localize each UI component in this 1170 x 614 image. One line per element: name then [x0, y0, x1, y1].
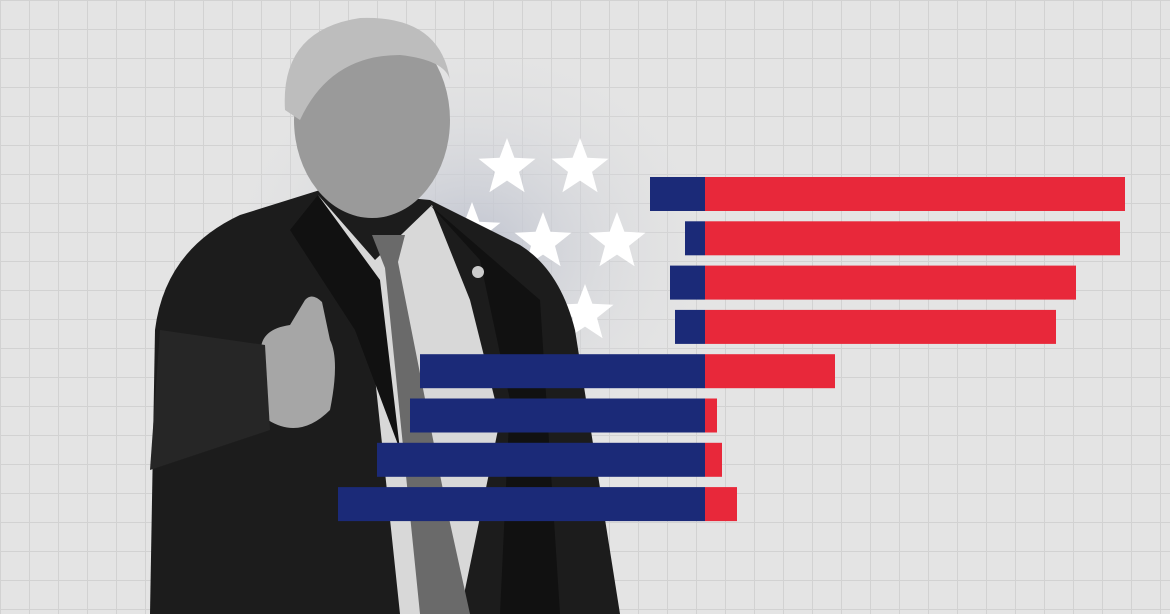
star-icon — [551, 138, 609, 193]
hand-thumbs-up — [260, 296, 335, 428]
hair — [284, 17, 450, 121]
bar-red-segment — [705, 265, 1076, 300]
bar-blue-segment — [338, 487, 705, 522]
lapel-pin — [472, 266, 484, 278]
bar-red-segment — [705, 398, 717, 433]
bar-red-segment — [705, 177, 1125, 211]
bar-red-segment — [705, 487, 737, 522]
lapel-left — [290, 195, 400, 450]
bar-blue-segment — [410, 398, 705, 433]
star-icon — [514, 212, 572, 267]
bar-blue-segment — [377, 442, 705, 477]
bar-red-segment — [705, 442, 722, 477]
bar-blue-segment — [670, 265, 705, 300]
star-icon — [556, 284, 614, 339]
bar-blue-segment — [675, 309, 705, 344]
bar-red-segment — [705, 221, 1120, 256]
bar-graphic — [338, 177, 1125, 522]
bar-blue-segment — [650, 177, 705, 211]
arm — [150, 330, 270, 470]
star-icon — [588, 212, 646, 267]
star-icon — [478, 138, 536, 193]
bar-blue-segment — [685, 221, 705, 256]
bar-red-segment — [705, 309, 1056, 344]
bar-blue-segment — [420, 354, 705, 389]
bar-red-segment — [705, 354, 835, 389]
